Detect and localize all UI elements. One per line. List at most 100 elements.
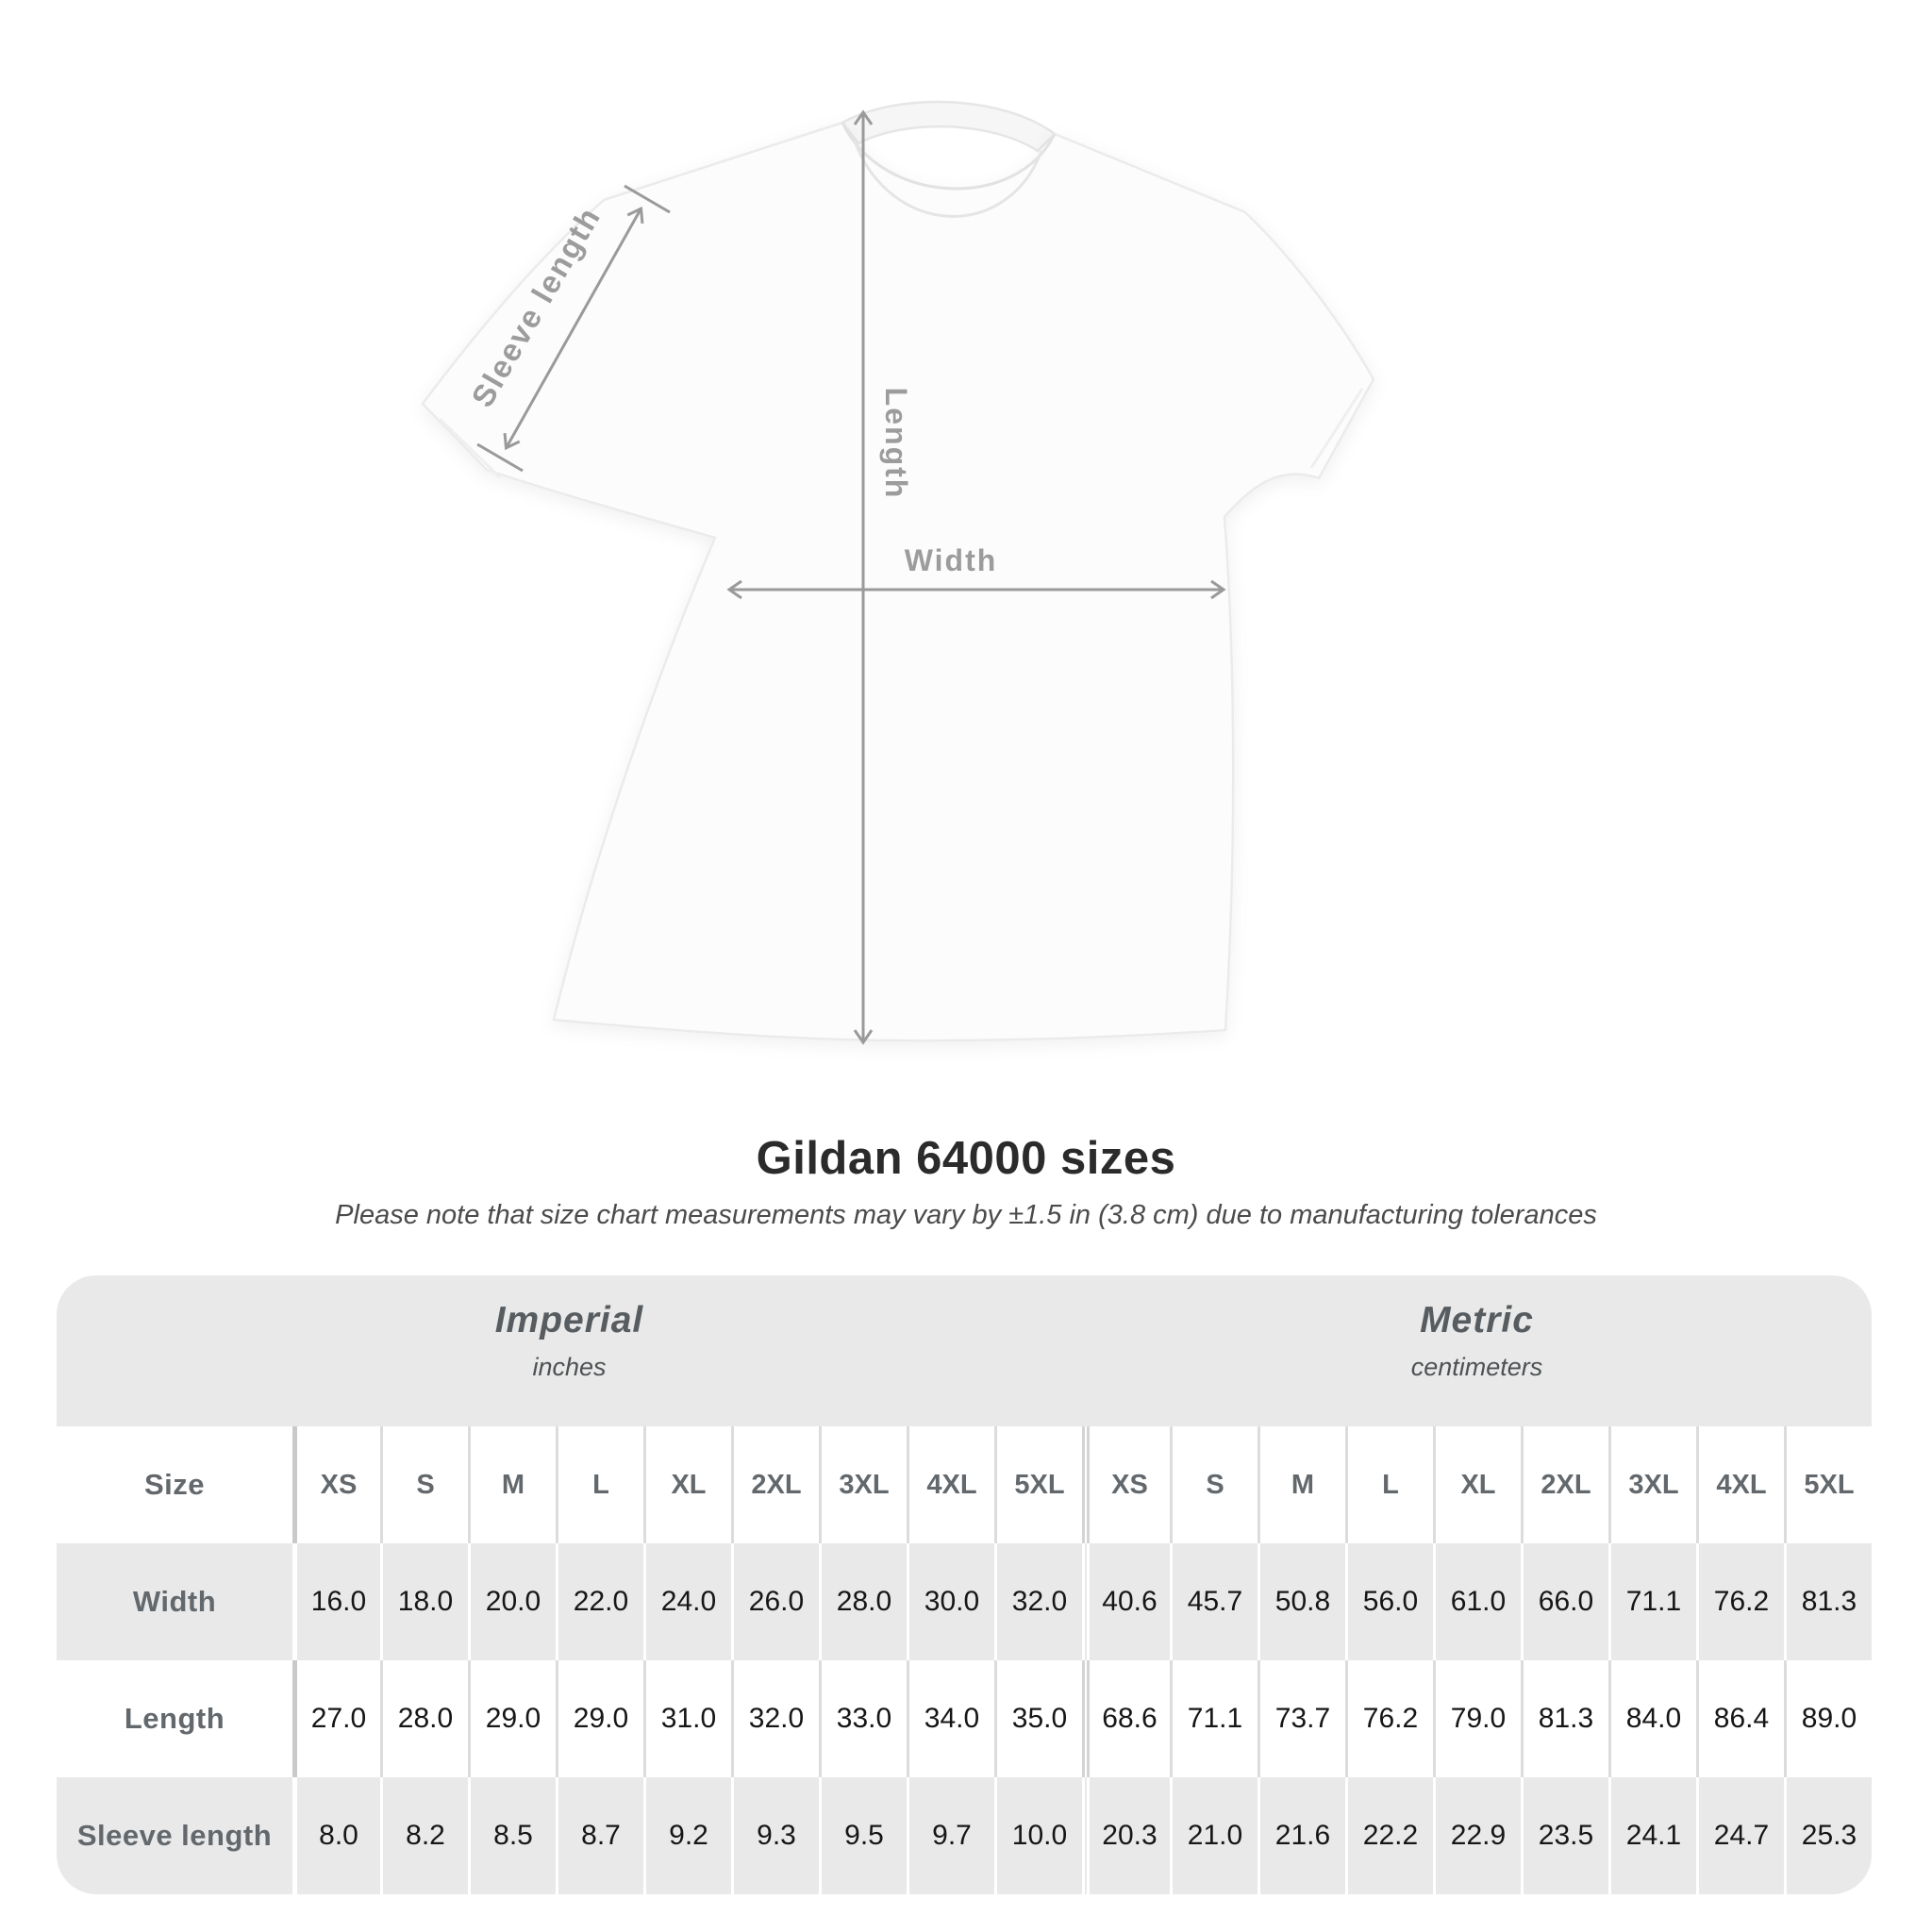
value-cell: 20.0 <box>468 1543 556 1660</box>
size-col-header: L <box>556 1426 643 1543</box>
sleeve-length-arrow <box>503 206 644 451</box>
imperial-group-header: Imperial inches <box>57 1275 1082 1426</box>
metric-group-title: Metric <box>1420 1300 1534 1341</box>
value-cell: 71.1 <box>1170 1660 1257 1777</box>
value-cell: 76.2 <box>1696 1543 1784 1660</box>
value-cell: 8.7 <box>556 1777 643 1894</box>
value-cell: 24.7 <box>1696 1777 1784 1894</box>
value-cell: 9.3 <box>731 1777 819 1894</box>
table-row-sleeve-length: Sleeve length 8.0 8.2 8.5 8.7 9.2 9.3 9.… <box>57 1777 1872 1894</box>
value-cell: 26.0 <box>731 1543 819 1660</box>
tshirt-diagram: Sleeve length Length Width <box>421 100 1375 1045</box>
value-cell: 9.2 <box>643 1777 731 1894</box>
row-label: Sleeve length <box>76 1819 273 1852</box>
value-cell: 29.0 <box>468 1660 556 1777</box>
value-cell: 56.0 <box>1345 1543 1433 1660</box>
value-cell: 8.0 <box>292 1777 380 1894</box>
value-cell: 68.6 <box>1082 1660 1170 1777</box>
value-cell: 33.0 <box>819 1660 907 1777</box>
value-cell: 71.1 <box>1608 1543 1696 1660</box>
value-cell: 18.0 <box>380 1543 468 1660</box>
size-col-header: M <box>1257 1426 1345 1543</box>
value-cell: 50.8 <box>1257 1543 1345 1660</box>
value-cell: 66.0 <box>1521 1543 1608 1660</box>
value-cell: 45.7 <box>1170 1543 1257 1660</box>
value-cell: 61.0 <box>1433 1543 1521 1660</box>
size-col-header: 3XL <box>819 1426 907 1543</box>
value-cell: 35.0 <box>994 1660 1082 1777</box>
size-col-header: 3XL <box>1608 1426 1696 1543</box>
tshirt-left-cuff-seam <box>438 417 502 479</box>
value-cell: 89.0 <box>1784 1660 1872 1777</box>
value-cell: 29.0 <box>556 1660 643 1777</box>
value-cell: 32.0 <box>994 1543 1082 1660</box>
tshirt-right-cuff-seam <box>1309 388 1364 469</box>
size-col-header: 4XL <box>1696 1426 1784 1543</box>
value-cell: 28.0 <box>380 1660 468 1777</box>
value-cell: 40.6 <box>1082 1543 1170 1660</box>
value-cell: 84.0 <box>1608 1660 1696 1777</box>
unit-group-band: Imperial inches Metric centimeters <box>57 1275 1872 1426</box>
value-cell: 22.2 <box>1345 1777 1433 1894</box>
value-cell: 24.0 <box>643 1543 731 1660</box>
value-cell: 32.0 <box>731 1660 819 1777</box>
size-col-header: S <box>380 1426 468 1543</box>
value-cell: 86.4 <box>1696 1660 1784 1777</box>
metric-group-header: Metric centimeters <box>1082 1275 1872 1426</box>
size-col-header: XS <box>1082 1426 1170 1543</box>
size-col-header: 2XL <box>1521 1426 1608 1543</box>
value-cell: 31.0 <box>643 1660 731 1777</box>
size-col-header: L <box>1345 1426 1433 1543</box>
value-cell: 34.0 <box>907 1660 994 1777</box>
size-table: Imperial inches Metric centimeters Size … <box>57 1275 1872 1894</box>
size-col-header: 5XL <box>994 1426 1082 1543</box>
value-cell: 9.5 <box>819 1777 907 1894</box>
size-column-header: Size <box>143 1468 206 1501</box>
value-cell: 76.2 <box>1345 1660 1433 1777</box>
sleeve-length-cap-top <box>624 184 671 214</box>
row-label: Length <box>124 1702 225 1735</box>
value-cell: 8.5 <box>468 1777 556 1894</box>
value-cell: 10.0 <box>994 1777 1082 1894</box>
value-cell: 25.3 <box>1784 1777 1872 1894</box>
value-cell: 30.0 <box>907 1543 994 1660</box>
value-cell: 16.0 <box>292 1543 380 1660</box>
row-label: Width <box>132 1585 217 1618</box>
value-cell: 22.9 <box>1433 1777 1521 1894</box>
size-col-header: 2XL <box>731 1426 819 1543</box>
size-col-header: 4XL <box>907 1426 994 1543</box>
size-col-header: XL <box>643 1426 731 1543</box>
size-col-header: XS <box>292 1426 380 1543</box>
value-cell: 28.0 <box>819 1543 907 1660</box>
size-col-header: XL <box>1433 1426 1521 1543</box>
width-label: Width <box>905 543 998 577</box>
table-header-row: Size XS S M L XL 2XL 3XL 4XL 5XL XS S M … <box>57 1426 1872 1543</box>
size-col-header: 5XL <box>1784 1426 1872 1543</box>
imperial-group-title: Imperial <box>494 1300 644 1341</box>
value-cell: 27.0 <box>292 1660 380 1777</box>
tolerance-note: Please note that size chart measurements… <box>335 1200 1597 1230</box>
tshirt-collar-inner <box>853 141 1043 218</box>
sleeve-length-cap-bottom <box>476 442 524 473</box>
value-cell: 81.3 <box>1521 1660 1608 1777</box>
imperial-group-unit: inches <box>532 1353 607 1381</box>
value-cell: 20.3 <box>1082 1777 1170 1894</box>
value-cell: 79.0 <box>1433 1660 1521 1777</box>
tshirt-back-collar <box>841 100 1057 153</box>
value-cell: 21.0 <box>1170 1777 1257 1894</box>
value-cell: 81.3 <box>1784 1543 1872 1660</box>
size-col-header: S <box>1170 1426 1257 1543</box>
value-cell: 24.1 <box>1608 1777 1696 1894</box>
value-cell: 23.5 <box>1521 1777 1608 1894</box>
value-cell: 8.2 <box>380 1777 468 1894</box>
length-label: Length <box>879 388 913 500</box>
size-col-header: M <box>468 1426 556 1543</box>
value-cell: 9.7 <box>907 1777 994 1894</box>
metric-group-unit: centimeters <box>1410 1353 1543 1381</box>
table-row-width: Width 16.0 18.0 20.0 22.0 24.0 26.0 28.0… <box>57 1543 1872 1660</box>
value-cell: 21.6 <box>1257 1777 1345 1894</box>
page-title: Gildan 64000 sizes <box>756 1133 1176 1184</box>
value-cell: 22.0 <box>556 1543 643 1660</box>
value-cell: 73.7 <box>1257 1660 1345 1777</box>
